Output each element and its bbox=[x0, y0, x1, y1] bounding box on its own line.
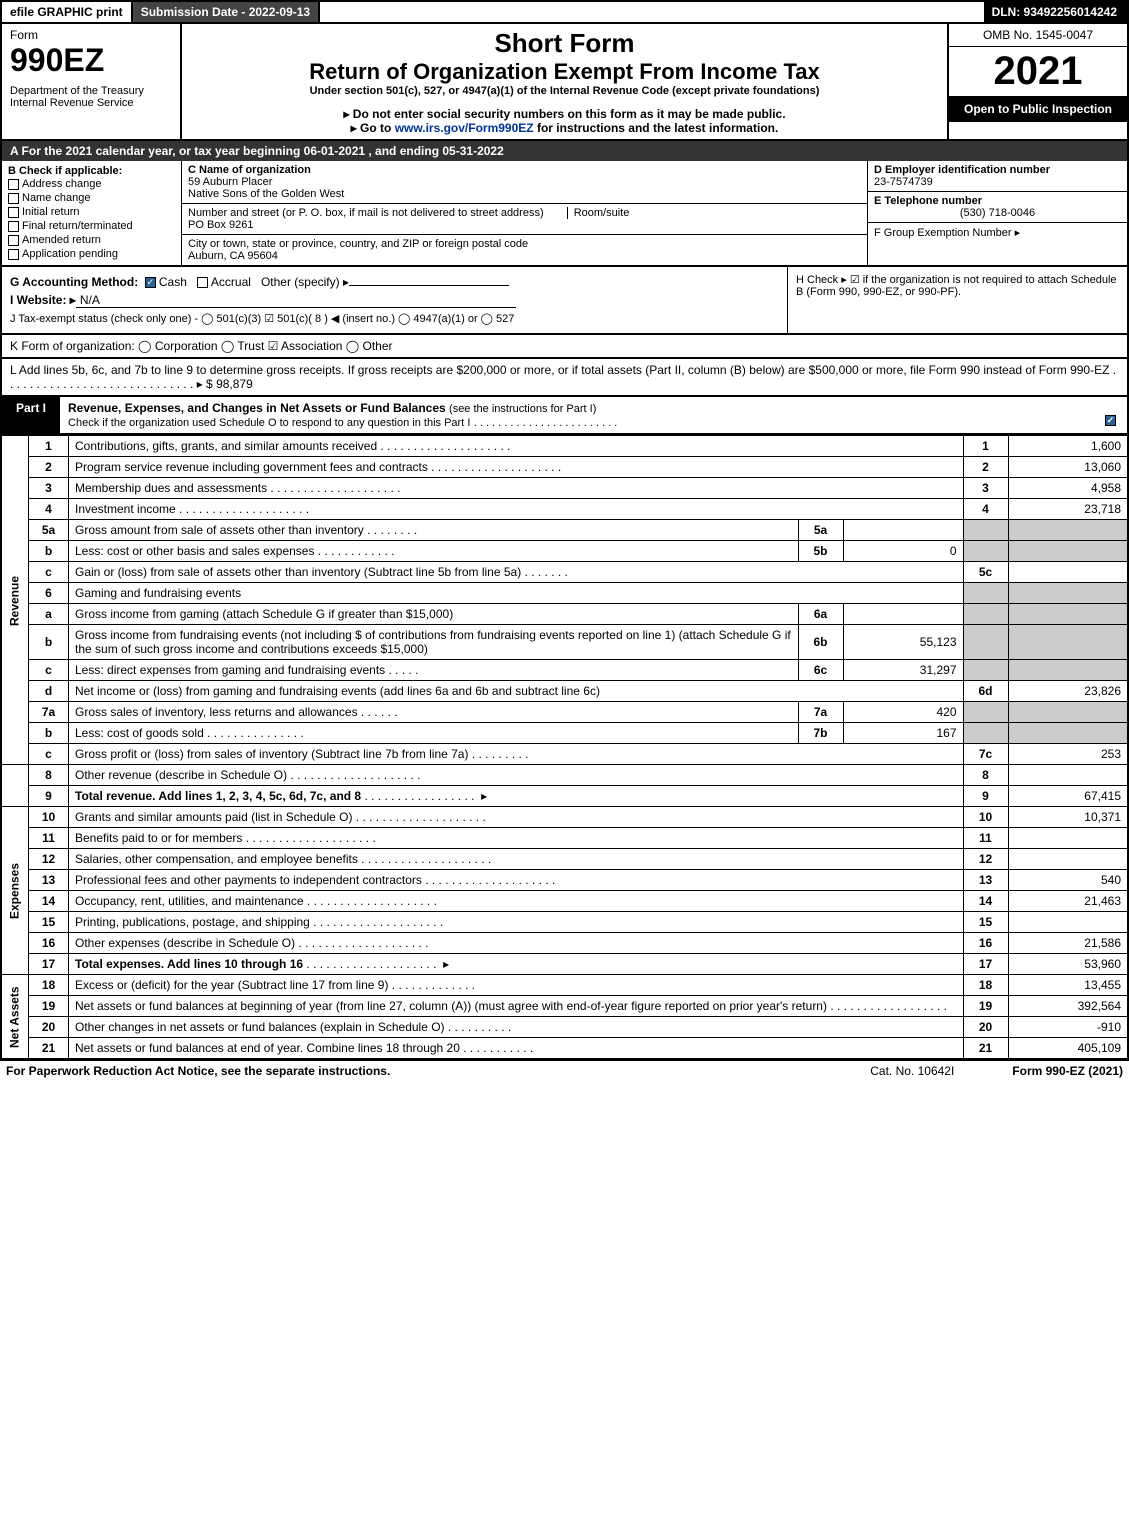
lines-table: Revenue 1Contributions, gifts, grants, a… bbox=[0, 435, 1129, 1059]
row-8: 8Other revenue (describe in Schedule O)8 bbox=[1, 765, 1128, 786]
instr-ssn: ▸ Do not enter social security numbers o… bbox=[190, 107, 939, 121]
omb-number: OMB No. 1545-0047 bbox=[949, 24, 1127, 47]
part-1-check: Check if the organization used Schedule … bbox=[68, 417, 470, 429]
room-label: Room/suite bbox=[567, 207, 630, 219]
form-header: Form 990EZ Department of the Treasury In… bbox=[0, 24, 1129, 141]
city-state-zip: Auburn, CA 95604 bbox=[188, 250, 278, 262]
row-6b: bGross income from fundraising events (n… bbox=[1, 625, 1128, 660]
cat-no: Cat. No. 10642I bbox=[812, 1064, 1012, 1078]
page-footer: For Paperwork Reduction Act Notice, see … bbox=[0, 1059, 1129, 1081]
chk-schedule-o[interactable]: ✓ bbox=[1105, 415, 1116, 426]
form-label: Form bbox=[10, 28, 172, 42]
chk-final[interactable]: Final return/terminated bbox=[8, 219, 175, 233]
dept-treasury: Department of the Treasury bbox=[10, 85, 172, 97]
short-form-title: Short Form bbox=[190, 28, 939, 59]
org-name-1: 59 Auburn Placer bbox=[188, 176, 272, 188]
address: PO Box 9261 bbox=[188, 219, 253, 231]
efile-print[interactable]: efile GRAPHIC print bbox=[2, 2, 133, 22]
row-12: 12Salaries, other compensation, and empl… bbox=[1, 849, 1128, 870]
k-org-type: K Form of organization: ◯ Corporation ◯ … bbox=[0, 335, 1129, 359]
return-title: Return of Organization Exempt From Incom… bbox=[190, 59, 939, 85]
chk-cash[interactable]: ✓ bbox=[145, 277, 156, 288]
j-tax-exempt: J Tax-exempt status (check only one) - ◯… bbox=[10, 310, 779, 327]
row-1: Revenue 1Contributions, gifts, grants, a… bbox=[1, 436, 1128, 457]
instr-goto: ▸ Go to www.irs.gov/Form990EZ for instru… bbox=[190, 121, 939, 135]
form-ref: Form 990-EZ (2021) bbox=[1012, 1064, 1123, 1078]
row-5b: bLess: cost or other basis and sales exp… bbox=[1, 541, 1128, 562]
form-number: 990EZ bbox=[10, 42, 172, 79]
city-label: City or town, state or province, country… bbox=[188, 238, 528, 250]
row-6d: dNet income or (loss) from gaming and fu… bbox=[1, 681, 1128, 702]
tax-year: 2021 bbox=[949, 47, 1127, 96]
row-6: 6Gaming and fundraising events bbox=[1, 583, 1128, 604]
b-label: B Check if applicable: bbox=[8, 165, 175, 177]
row-20: 20Other changes in net assets or fund ba… bbox=[1, 1017, 1128, 1038]
part-1-sub: (see the instructions for Part I) bbox=[449, 403, 596, 415]
row-18: Net Assets 18Excess or (deficit) for the… bbox=[1, 975, 1128, 996]
revenue-label: Revenue bbox=[1, 436, 29, 765]
h-schedule-b: H Check ▸ ☑ if the organization is not r… bbox=[787, 267, 1127, 333]
expenses-label: Expenses bbox=[1, 807, 29, 975]
part-1-header: Part I Revenue, Expenses, and Changes in… bbox=[0, 397, 1129, 435]
e-label: E Telephone number bbox=[874, 195, 982, 207]
paperwork-notice: For Paperwork Reduction Act Notice, see … bbox=[6, 1064, 812, 1078]
chk-pending[interactable]: Application pending bbox=[8, 247, 175, 261]
submission-date: Submission Date - 2022-09-13 bbox=[133, 2, 320, 22]
row-6a: aGross income from gaming (attach Schedu… bbox=[1, 604, 1128, 625]
top-bar: efile GRAPHIC print Submission Date - 20… bbox=[0, 0, 1129, 24]
chk-accrual[interactable] bbox=[197, 277, 208, 288]
row-7a: 7aGross sales of inventory, less returns… bbox=[1, 702, 1128, 723]
row-5c: cGain or (loss) from sale of assets othe… bbox=[1, 562, 1128, 583]
l-gross-receipts: L Add lines 5b, 6c, and 7b to line 9 to … bbox=[0, 359, 1129, 397]
f-group-exemption: F Group Exemption Number ▸ bbox=[868, 223, 1127, 242]
row-14: 14Occupancy, rent, utilities, and mainte… bbox=[1, 891, 1128, 912]
row-2: 2Program service revenue including gover… bbox=[1, 457, 1128, 478]
row-21: 21Net assets or fund balances at end of … bbox=[1, 1038, 1128, 1059]
row-11: 11Benefits paid to or for members11 bbox=[1, 828, 1128, 849]
row-7c: cGross profit or (loss) from sales of in… bbox=[1, 744, 1128, 765]
d-label: D Employer identification number bbox=[874, 164, 1050, 176]
chk-name[interactable]: Name change bbox=[8, 191, 175, 205]
c-label: C Name of organization bbox=[188, 164, 311, 176]
row-7b: bLess: cost of goods sold . . . . . . . … bbox=[1, 723, 1128, 744]
chk-amended[interactable]: Amended return bbox=[8, 233, 175, 247]
telephone: (530) 718-0046 bbox=[874, 207, 1121, 219]
chk-address[interactable]: Address change bbox=[8, 177, 175, 191]
net-assets-label: Net Assets bbox=[1, 975, 29, 1059]
section-a: A For the 2021 calendar year, or tax yea… bbox=[0, 141, 1129, 161]
i-website: I Website: ▸N/A bbox=[10, 291, 779, 310]
row-13: 13Professional fees and other payments t… bbox=[1, 870, 1128, 891]
irs-link[interactable]: www.irs.gov/Form990EZ bbox=[395, 121, 534, 135]
row-10: Expenses 10Grants and similar amounts pa… bbox=[1, 807, 1128, 828]
irs-label: Internal Revenue Service bbox=[10, 97, 172, 109]
part-1-title: Revenue, Expenses, and Changes in Net As… bbox=[68, 401, 446, 415]
row-19: 19Net assets or fund balances at beginni… bbox=[1, 996, 1128, 1017]
open-inspection: Open to Public Inspection bbox=[949, 96, 1127, 122]
org-name-2: Native Sons of the Golden West bbox=[188, 188, 344, 200]
section-bcd: B Check if applicable: Address change Na… bbox=[0, 161, 1129, 267]
ein: 23-7574739 bbox=[874, 176, 933, 188]
row-5a: 5aGross amount from sale of assets other… bbox=[1, 520, 1128, 541]
row-4: 4Investment income423,718 bbox=[1, 499, 1128, 520]
row-17: 17Total expenses. Add lines 10 through 1… bbox=[1, 954, 1128, 975]
row-16: 16Other expenses (describe in Schedule O… bbox=[1, 933, 1128, 954]
under-section: Under section 501(c), 527, or 4947(a)(1)… bbox=[190, 85, 939, 97]
dln: DLN: 93492256014242 bbox=[984, 2, 1127, 22]
g-accounting: G Accounting Method: ✓Cash Accrual Other… bbox=[10, 273, 779, 291]
row-15: 15Printing, publications, postage, and s… bbox=[1, 912, 1128, 933]
row-3: 3Membership dues and assessments34,958 bbox=[1, 478, 1128, 499]
addr-label: Number and street (or P. O. box, if mail… bbox=[188, 207, 544, 219]
part-1-tab: Part I bbox=[2, 397, 60, 433]
section-ghijkl: G Accounting Method: ✓Cash Accrual Other… bbox=[0, 267, 1129, 335]
row-6c: cLess: direct expenses from gaming and f… bbox=[1, 660, 1128, 681]
row-9: 9Total revenue. Add lines 1, 2, 3, 4, 5c… bbox=[1, 786, 1128, 807]
chk-initial[interactable]: Initial return bbox=[8, 205, 175, 219]
